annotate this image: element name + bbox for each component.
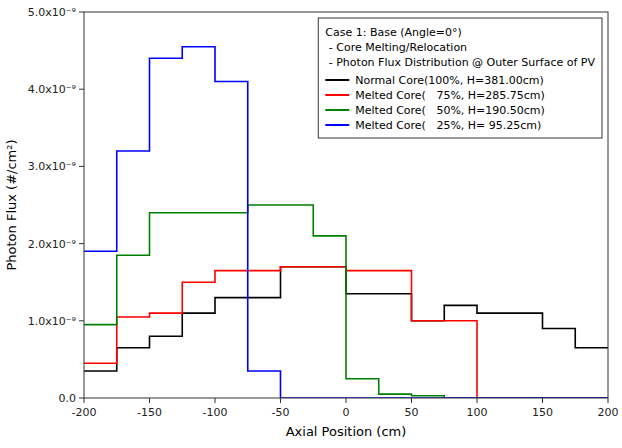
legend-swatch [325,94,349,96]
x-tick-label: -200 [72,406,97,419]
x-tick-label: -100 [203,406,228,419]
y-tick [79,243,84,244]
series-line [84,205,608,398]
plot-frame [84,12,608,398]
legend-title: Case 1: Base (Angle=0°) [325,26,462,39]
chart: -200 -150 -100 -50 0 50 100 150 200 0.0 1.0x10⁻⁹ 2.… [0,0,622,448]
x-tick-label: 200 [598,406,619,419]
x-tick-label: 150 [532,406,553,419]
y-tick-label: 4.0x10⁻⁹ [28,83,76,96]
y-tick [79,320,84,321]
x-tick [411,398,412,403]
legend-label: Melted Core( 25%, H= 95.25cm) [355,119,541,132]
legend-swatch [325,109,349,111]
x-tick [346,398,347,403]
legend: Case 1: Base (Angle=0°) - Core Melting/R… [318,18,602,138]
y-tick [79,89,84,90]
y-tick-label: 1.0x10⁻⁹ [28,315,76,328]
legend-swatch [325,79,349,81]
y-tick [79,398,84,399]
x-axis-label: Axial Position (cm) [286,424,407,439]
x-tick-label: 0 [343,406,350,419]
legend-label: Melted Core( 75%, H=285.75cm) [355,89,545,102]
y-tick-label: 0.0 [59,392,77,405]
y-tick-label: 3.0x10⁻⁹ [28,160,76,173]
x-tick [149,398,150,403]
legend-title: - Core Melting/Relocation [325,41,467,54]
legend-label: Melted Core( 50%, H=190.50cm) [355,104,545,117]
legend-box [318,18,602,138]
legend-title: - Photon Flux Distribution @ Outer Surfa… [325,56,595,69]
x-tick-label: -50 [272,406,290,419]
x-tick [477,398,478,403]
y-tick-label: 5.0x10⁻⁹ [28,6,76,19]
x-tick-label: 100 [467,406,488,419]
x-tick [215,398,216,403]
legend-swatch [325,124,349,126]
y-tick-label: 2.0x10⁻⁹ [28,238,76,251]
x-tick [280,398,281,403]
x-tick-label: 50 [405,406,419,419]
y-tick [79,12,84,13]
x-tick [608,398,609,403]
legend-label: Normal Core(100%, H=381.00cm) [355,74,544,87]
y-tick [79,166,84,167]
x-tick [542,398,543,403]
x-tick [84,398,85,403]
y-axis-label: Photon Flux (#/cm²) [4,139,19,270]
x-tick-label: -150 [137,406,162,419]
